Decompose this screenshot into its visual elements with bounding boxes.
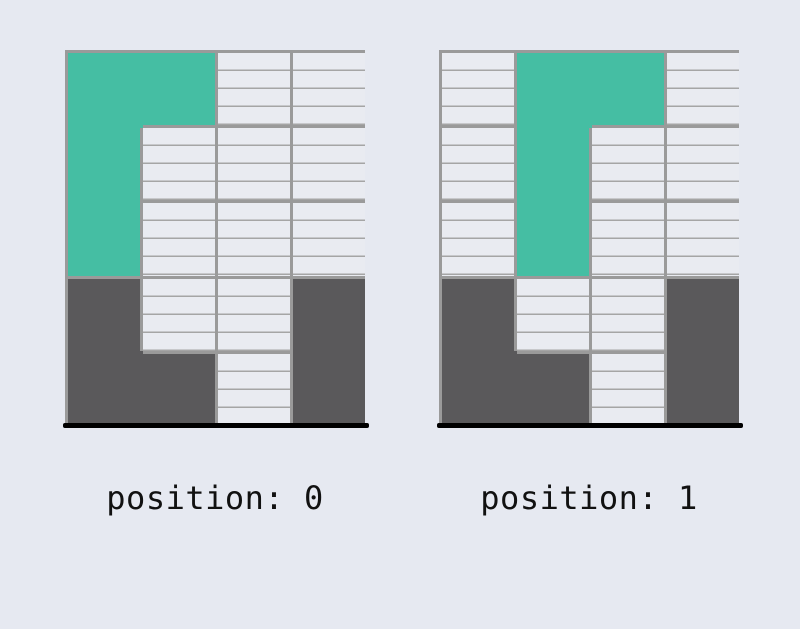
caption-position-0: position: 0 [106,479,324,517]
cell-empty-r2-c2 [592,203,664,276]
cell-dark-r3-c3 [293,278,365,354]
cell-dark-r3-c0 [442,278,514,354]
cell-teal-r1-c0 [68,125,140,204]
cell-empty-r1-c0 [442,128,514,201]
cell-dark-r3-c0 [68,278,140,354]
cell-empty-r2-c3 [667,203,739,276]
cell-dark-r4-c0 [68,350,143,426]
cell-teal-r0-c0 [68,53,143,129]
cell-empty-r0-c0 [442,53,514,126]
cell-dark-r4-c3 [667,350,739,426]
board-floor-0 [63,423,369,428]
cell-teal-r1-c1 [517,125,589,204]
cell-empty-r2-c3 [293,203,365,276]
cell-teal-r0-c1 [140,53,215,126]
board-floor-1 [437,423,743,428]
board-position-1 [439,50,739,426]
cell-empty-r0-c3 [667,53,739,126]
cell-empty-r3-c1 [517,278,589,351]
cell-teal-r2-c1 [517,200,589,276]
cell-dark-r4-c1 [514,353,589,426]
cell-empty-r3-c2 [592,278,664,351]
cell-teal-r0-c1 [517,53,592,129]
cell-empty-r0-c3 [293,53,365,126]
cell-empty-r1-c3 [293,128,365,201]
cell-empty-r0-c2 [218,53,290,126]
cell-empty-r1-c3 [667,128,739,201]
cell-empty-r1-c1 [143,128,215,201]
board-position-0 [65,50,365,426]
cell-teal-r2-c0 [68,200,140,276]
cell-empty-r1-c2 [218,128,290,201]
cell-empty-r3-c1 [143,278,215,351]
cell-teal-r0-c2 [589,53,664,126]
cell-dark-r4-c3 [293,350,365,426]
cell-empty-r2-c1 [143,203,215,276]
cell-empty-r4-c2 [218,353,290,426]
cell-empty-r2-c2 [218,203,290,276]
cell-empty-r2-c0 [442,203,514,276]
cell-empty-r1-c2 [592,128,664,201]
cell-dark-r3-c3 [667,278,739,354]
cell-empty-r4-c2 [592,353,664,426]
caption-position-1: position: 1 [480,479,698,517]
cell-dark-r4-c1 [140,353,215,426]
cell-empty-r3-c2 [218,278,290,351]
cell-dark-r4-c0 [442,350,517,426]
